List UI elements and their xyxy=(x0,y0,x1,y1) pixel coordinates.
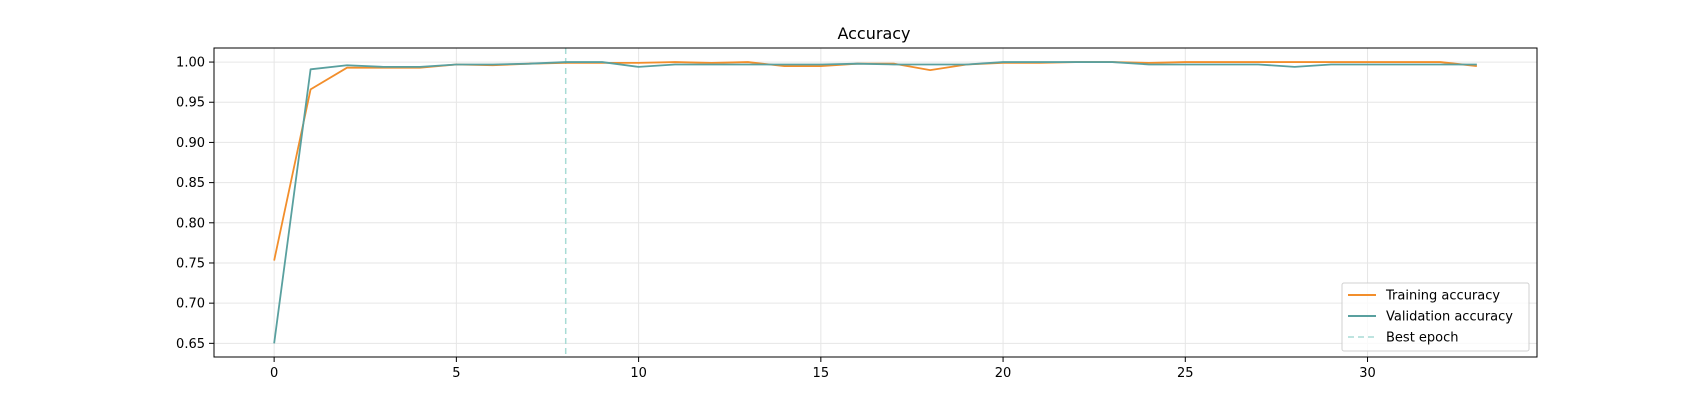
x-tick-label: 20 xyxy=(995,366,1012,381)
x-tick-label: 25 xyxy=(1177,366,1194,381)
series-layer xyxy=(273,61,1477,344)
chart-title: Accuracy xyxy=(837,24,910,43)
x-axis-ticks: 0 5 10 15 20 25 30 xyxy=(270,357,1376,381)
legend-label-training: Training accuracy xyxy=(1385,289,1500,304)
legend-box xyxy=(1341,282,1530,352)
legend-label-best-epoch: Best epoch xyxy=(1386,331,1459,346)
y-tick-label: 0.65 xyxy=(176,337,205,352)
legend: Training accuracy Validation accuracy Be… xyxy=(1341,282,1530,352)
validation-accuracy-line xyxy=(273,61,1477,344)
y-tick-label: 0.75 xyxy=(176,256,205,271)
y-tick-label: 0.85 xyxy=(176,176,205,191)
x-tick-label: 30 xyxy=(1359,366,1376,381)
y-tick-label: 1.00 xyxy=(176,56,205,71)
y-axis-ticks: 0.65 0.70 0.75 0.80 0.85 0.90 0.95 1.00 xyxy=(176,56,214,352)
legend-label-validation: Validation accuracy xyxy=(1386,310,1513,325)
x-tick-label: 0 xyxy=(270,366,278,381)
x-tick-label: 10 xyxy=(630,366,647,381)
y-tick-label: 0.90 xyxy=(176,136,205,151)
x-tick-label: 15 xyxy=(813,366,830,381)
y-tick-label: 0.95 xyxy=(176,96,205,111)
training-accuracy-line xyxy=(273,61,1477,261)
x-tick-label: 5 xyxy=(452,366,460,381)
grid-lines xyxy=(214,48,1537,357)
y-tick-label: 0.80 xyxy=(176,216,205,231)
plot-frame xyxy=(213,47,1538,358)
y-tick-label: 0.70 xyxy=(176,297,205,312)
